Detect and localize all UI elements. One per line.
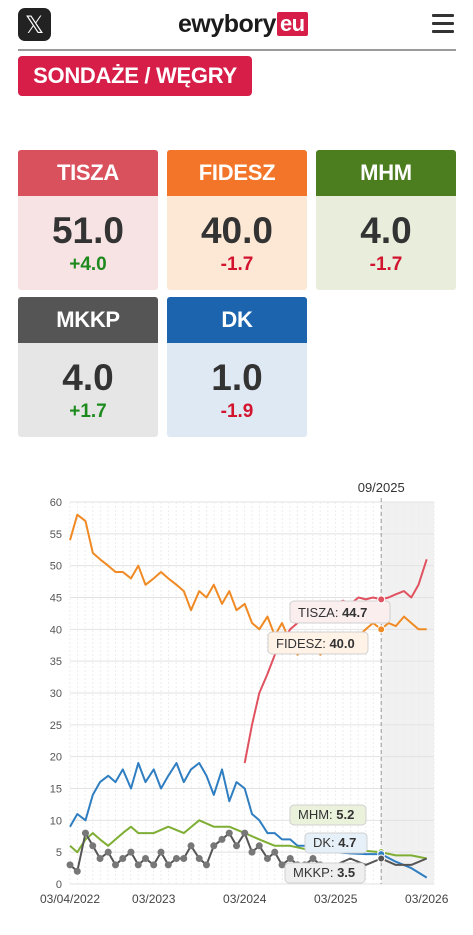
- mkkp-point: [248, 848, 256, 856]
- mkkp-point: [81, 829, 89, 837]
- party-card-dk[interactable]: DK 1.0 -1.9: [167, 297, 307, 437]
- x-tick-label: 03/2023: [132, 892, 176, 906]
- mkkp-point: [157, 848, 165, 856]
- logo-main-text: ewybory: [178, 9, 276, 38]
- mkkp-point: [225, 829, 233, 837]
- value-label-mhm: MHM: 5.2: [298, 807, 354, 822]
- mkkp-point: [309, 855, 317, 863]
- mkkp-point: [187, 842, 195, 850]
- mkkp-point: [218, 835, 226, 843]
- y-tick-label: 40: [50, 624, 62, 636]
- mkkp-point: [164, 861, 172, 869]
- party-card-value: 51.0: [51, 210, 124, 251]
- value-label-box-fidesz: [267, 631, 369, 655]
- party-card-value: 4.0: [62, 357, 114, 398]
- value-label-box-mkkp: [284, 862, 366, 884]
- mkkp-point: [73, 867, 81, 875]
- y-tick-label: 0: [56, 879, 62, 891]
- party-card-value: 40.0: [200, 210, 273, 251]
- party-card-tisza[interactable]: TISZA 51.0 +4.0: [18, 150, 158, 290]
- site-header: 𝕏 ewybory eu: [0, 0, 473, 50]
- mkkp-point: [104, 848, 112, 856]
- value-label-number: 3.5: [337, 865, 355, 880]
- value-label-box-mhm: [289, 804, 367, 826]
- mkkp-point: [286, 855, 294, 863]
- value-label-number: 4.7: [338, 835, 356, 850]
- party-card-change: +4.0: [69, 254, 107, 275]
- x-tick-label: 03/2026: [405, 892, 449, 906]
- party-card-name: FIDESZ: [167, 150, 307, 196]
- mkkp-point: [241, 829, 249, 837]
- mkkp-point: [66, 861, 74, 869]
- value-label-mkkp: MKKP: 3.5: [293, 865, 355, 880]
- mkkp-point: [195, 855, 203, 863]
- party-card-change: -1.7: [220, 254, 254, 275]
- mkkp-point: [263, 855, 271, 863]
- party-card-change: -1.9: [220, 401, 254, 422]
- value-label-number: 40.0: [329, 636, 354, 651]
- marker-label: 09/2025: [358, 480, 405, 495]
- marker-point-fidesz: [377, 625, 386, 634]
- marker-point-tisza: [377, 595, 386, 604]
- mkkp-point: [172, 855, 180, 863]
- mkkp-point: [150, 861, 158, 869]
- y-tick-label: 60: [50, 497, 62, 509]
- value-label-number: 44.7: [342, 605, 367, 620]
- mkkp-point: [203, 861, 210, 869]
- party-card-mhm[interactable]: MHM 4.0 -1.7: [316, 150, 456, 290]
- header-divider: [18, 49, 456, 51]
- party-card-name: DK: [167, 297, 307, 343]
- mkkp-point: [271, 848, 279, 856]
- mkkp-point: [278, 861, 286, 869]
- series-line-fidesz: [69, 513, 427, 656]
- party-card-change: +1.7: [69, 401, 107, 422]
- y-tick-label: 55: [50, 529, 62, 541]
- site-logo[interactable]: ewybory eu: [178, 10, 308, 38]
- mkkp-point: [127, 848, 135, 856]
- mkkp-point: [142, 855, 150, 863]
- party-card-fidesz[interactable]: FIDESZ 40.0 -1.7: [167, 150, 307, 290]
- value-label-tisza: TISZA: 44.7: [298, 605, 367, 620]
- y-tick-label: 35: [50, 656, 62, 668]
- value-label-number: 5.2: [336, 807, 354, 822]
- value-label-box-tisza: [289, 600, 391, 624]
- party-card-name: MKKP: [18, 297, 158, 343]
- value-label-fidesz: FIDESZ: 40.0: [276, 636, 355, 651]
- party-card-name: MHM: [316, 150, 456, 196]
- mkkp-point: [210, 842, 218, 850]
- y-tick-label: 10: [50, 815, 62, 827]
- mkkp-point: [112, 861, 119, 869]
- x-tick-label: 03/2025: [314, 892, 358, 906]
- logo-suffix-text: eu: [276, 12, 308, 36]
- y-tick-label: 5: [56, 847, 62, 859]
- marker-point-mkkp: [377, 854, 386, 863]
- party-card-change: -1.7: [369, 254, 403, 275]
- party-card-mkkp[interactable]: MKKP 4.0 +1.7: [18, 297, 158, 437]
- x-tick-label: 03/2024: [223, 892, 267, 906]
- y-tick-label: 50: [50, 561, 62, 573]
- y-tick-label: 15: [50, 784, 62, 796]
- party-card-name: TISZA: [18, 150, 158, 196]
- mkkp-point: [233, 842, 241, 850]
- party-card-value: 1.0: [211, 357, 263, 398]
- x-logo-icon[interactable]: 𝕏: [18, 8, 51, 41]
- mkkp-point: [89, 842, 97, 850]
- value-label-dk: DK: 4.7: [313, 835, 356, 850]
- x-tick-label: 03/04/2022: [40, 892, 100, 906]
- mkkp-point: [255, 842, 263, 850]
- party-card-value: 4.0: [360, 210, 412, 251]
- page-title: SONDAŻE / WĘGRY: [18, 56, 252, 96]
- y-tick-label: 20: [50, 752, 62, 764]
- mkkp-point: [119, 855, 127, 863]
- poll-line-chart: 0 5 10 15 20 25 30 35 40 45 50 55 60 03/04/2022 03/202…: [40, 480, 449, 906]
- value-label-box-dk: [304, 832, 368, 854]
- hamburger-menu-icon[interactable]: [432, 14, 454, 34]
- mkkp-point: [180, 855, 188, 863]
- y-tick-label: 45: [50, 593, 62, 605]
- mkkp-point: [96, 855, 104, 863]
- y-tick-label: 30: [50, 688, 62, 700]
- mkkp-point: [134, 861, 142, 869]
- y-tick-label: 25: [50, 720, 62, 732]
